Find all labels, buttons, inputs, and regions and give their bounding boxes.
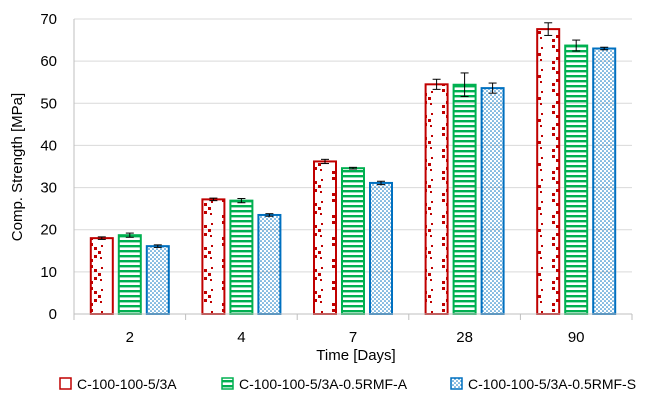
error-bar — [377, 180, 385, 186]
x-tick-label: 90 — [568, 329, 585, 346]
error-bar — [97, 236, 106, 240]
y-tick-label: 30 — [40, 180, 57, 197]
error-bar — [432, 78, 441, 90]
bar — [424, 83, 449, 315]
error-bar — [125, 232, 134, 238]
x-tick-label: 4 — [237, 329, 245, 346]
legend-item: C-100-100-5/3A-0.5RMF-A — [221, 376, 408, 392]
error-bar — [600, 46, 609, 51]
error-bar — [460, 72, 469, 98]
error-bar — [321, 158, 329, 165]
legend-label: C-100-100-5/3A-0.5RMF-A — [239, 376, 408, 392]
x-tick-label: 28 — [456, 329, 473, 346]
legend-label: C-100-100-5/3A — [77, 376, 177, 392]
y-axis-label: Comp. Strength [MPa] — [9, 93, 26, 241]
tick-labels: 0 10 20 30 40 50 60 70 2 4 7 28 90 — [40, 11, 584, 346]
bar — [480, 87, 505, 315]
bar — [341, 167, 365, 315]
legend-item: C-100-100-5/3A-0.5RMF-S — [450, 376, 636, 392]
error-bar — [209, 197, 218, 202]
error-bar — [237, 198, 246, 204]
y-tick-label: 60 — [40, 53, 57, 70]
error-bar — [572, 39, 581, 52]
bar — [592, 47, 617, 315]
error-bar — [153, 244, 162, 248]
error-bar — [544, 22, 553, 36]
legend-swatch — [59, 377, 72, 390]
bar — [313, 160, 337, 315]
legend-label: C-100-100-5/3A-0.5RMF-S — [468, 376, 636, 392]
y-tick-label: 40 — [40, 137, 57, 154]
bar — [145, 245, 170, 315]
y-tick-label: 10 — [40, 264, 57, 281]
bar — [117, 234, 142, 315]
bar — [369, 181, 393, 315]
error-bar — [265, 213, 274, 217]
bar — [536, 28, 561, 315]
axes — [73, 19, 633, 320]
y-tick-label: 50 — [40, 95, 57, 112]
legend: C-100-100-5/3A C-100-100-5/3A-0.5RMF-A C-1… — [59, 376, 636, 392]
bar — [564, 44, 589, 316]
legend-swatch — [221, 377, 234, 390]
legend-item: C-100-100-5/3A — [59, 376, 177, 392]
bar — [452, 83, 477, 315]
x-axis-label: Time [Days] — [316, 347, 395, 364]
bar — [257, 213, 282, 315]
y-tick-label: 70 — [40, 11, 57, 28]
y-tick-label: 20 — [40, 222, 57, 239]
legend-swatch — [450, 377, 463, 390]
x-tick-label: 2 — [126, 329, 134, 346]
bar — [201, 198, 226, 315]
x-tick-label: 7 — [349, 329, 357, 346]
y-tick-label: 0 — [49, 306, 57, 323]
bar — [89, 237, 114, 315]
bar — [229, 199, 254, 315]
bars — [89, 22, 617, 316]
error-bar — [488, 82, 497, 94]
error-bar — [349, 166, 357, 170]
